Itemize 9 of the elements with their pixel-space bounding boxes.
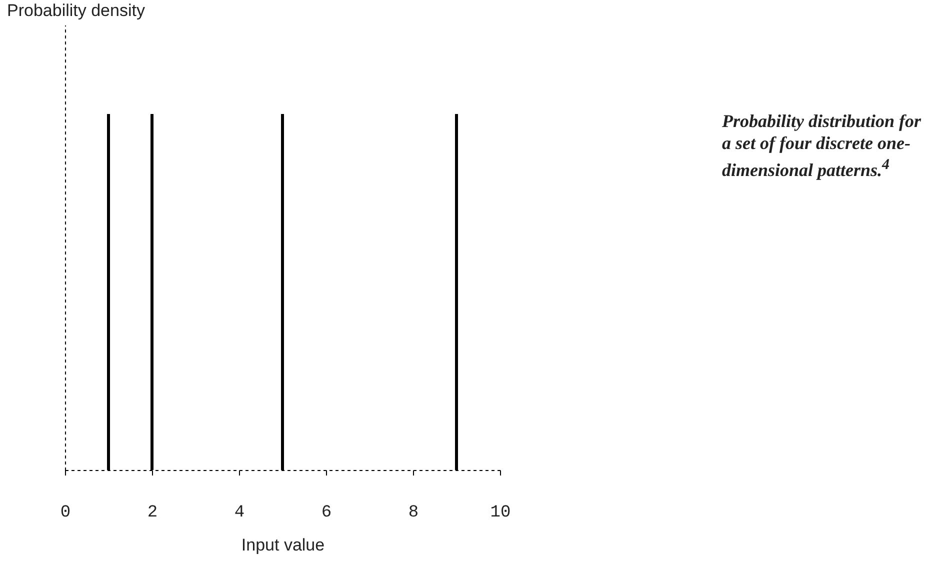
x-tick-label: 10 — [490, 504, 511, 522]
text: Probability distribution for a set of four discrete one-dimensional patterns.$^{4}$ — [722, 110, 922, 181]
text: Probability density — [7, 1, 145, 21]
x-axis-title: Input value — [241, 536, 325, 554]
x-tick-label: 4 — [234, 504, 245, 522]
x-tick-label: 0 — [60, 504, 71, 522]
x-tick-label: 6 — [321, 504, 332, 522]
x-tick-label: 8 — [408, 504, 419, 522]
x-tick-label: 2 — [147, 504, 158, 522]
